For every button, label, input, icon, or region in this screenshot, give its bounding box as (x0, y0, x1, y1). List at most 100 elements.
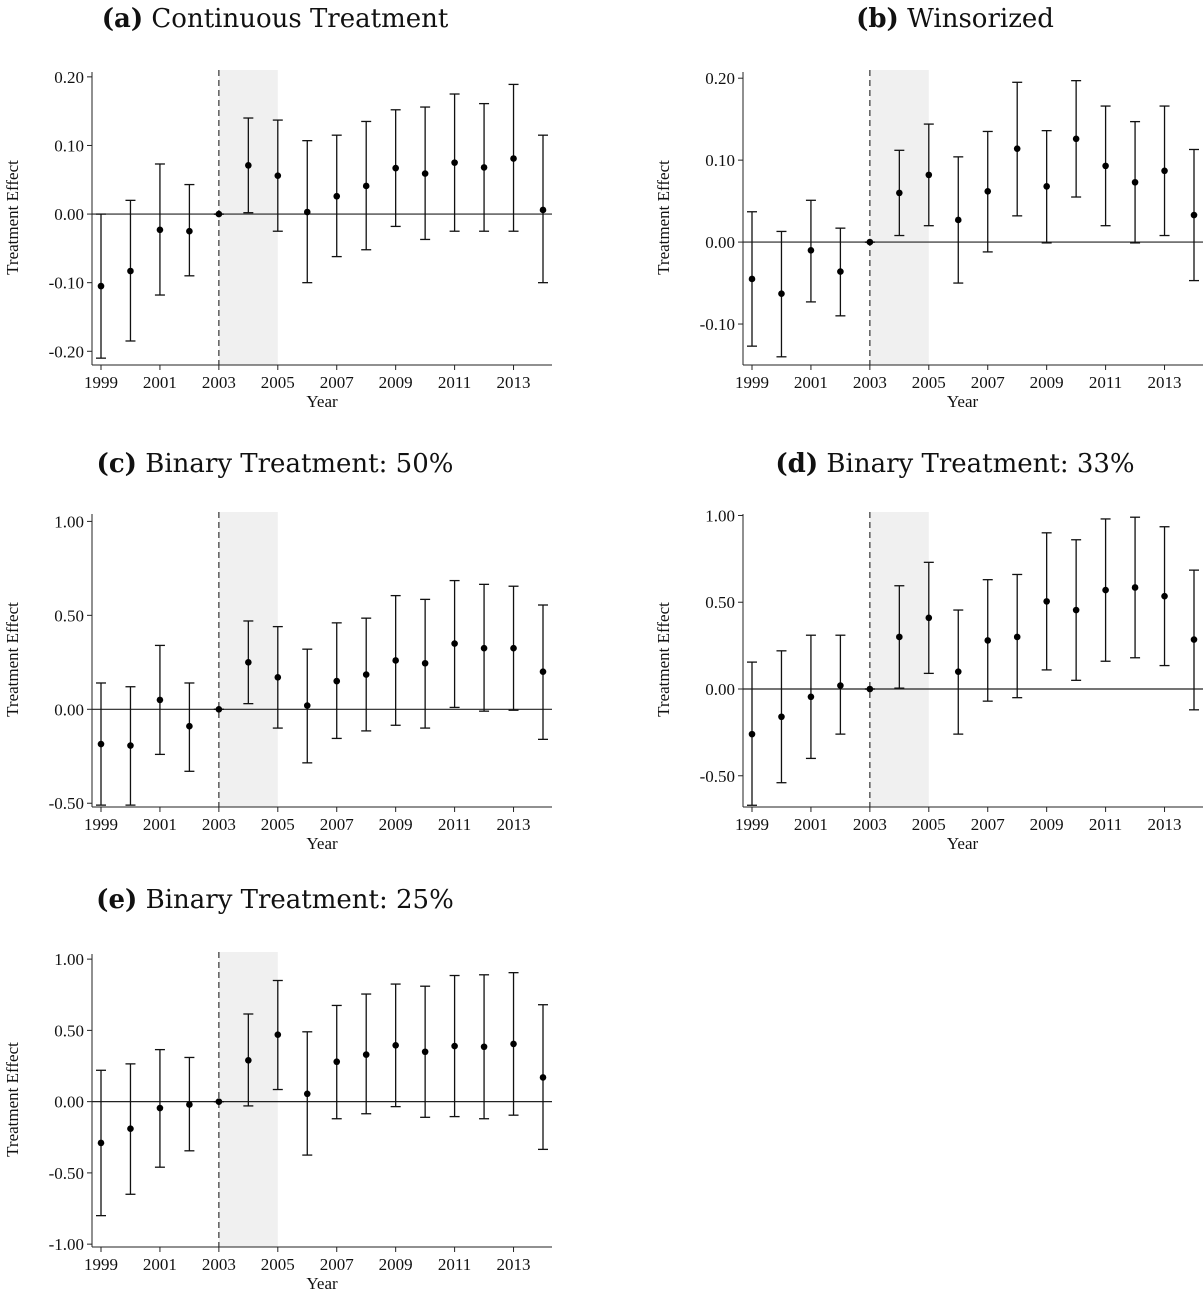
x-axis-title: Year (947, 834, 979, 853)
data-point (274, 674, 282, 681)
data-point (97, 1139, 105, 1147)
y-tick-label: 0.20 (54, 68, 84, 87)
panel-a-title-text: Continuous Treatment (151, 4, 449, 34)
data-point (510, 155, 517, 162)
x-tick-label: 1999 (84, 373, 118, 392)
x-tick-label: 2003 (202, 1255, 236, 1274)
y-axis-title: Treatment Effect (654, 602, 673, 717)
data-point (362, 1051, 370, 1058)
panel-e-label: (e) (96, 885, 138, 915)
data-point (1043, 598, 1050, 605)
panel-c-title-text: Binary Treatment: 50% (145, 449, 454, 479)
x-tick-label: 2011 (1089, 815, 1122, 834)
data-point (984, 637, 992, 644)
x-tick-label: 1999 (84, 815, 118, 834)
x-axis-title: Year (306, 1274, 338, 1293)
panel-a-label: (a) (101, 4, 144, 34)
x-tick-label: 2001 (143, 1255, 177, 1274)
panel-e-title: (e) Binary Treatment: 25% (80, 885, 470, 915)
y-tick-label: 1.00 (705, 506, 735, 525)
data-point (1072, 606, 1080, 614)
panel-d-title: (d) Binary Treatment: 33% (730, 449, 1180, 479)
y-tick-label: -0.50 (700, 767, 735, 786)
data-point (127, 267, 134, 275)
x-tick-label: 2007 (320, 815, 355, 834)
y-axis-title: Treatment Effect (3, 160, 22, 275)
data-point (1131, 584, 1139, 591)
data-point (837, 682, 844, 689)
data-point (1102, 586, 1109, 594)
x-tick-label: 2009 (1030, 373, 1064, 392)
panel-b-title: (b) Winsorized (780, 4, 1130, 34)
data-point (748, 730, 756, 738)
x-tick-label: 2013 (497, 1255, 531, 1274)
x-tick-label: 2009 (1030, 815, 1064, 834)
data-point (186, 1101, 193, 1108)
data-point (362, 671, 370, 678)
panel-b-title-text: Winsorized (907, 4, 1054, 34)
x-tick-label: 2007 (971, 815, 1006, 834)
y-tick-label: 0.00 (705, 233, 735, 252)
y-tick-label: 0.10 (705, 151, 735, 170)
data-point (539, 668, 547, 676)
x-tick-label: 2011 (1089, 373, 1122, 392)
data-point (1190, 211, 1198, 219)
x-axis-title: Year (306, 834, 338, 853)
data-point (954, 668, 962, 675)
x-tick-label: 2005 (261, 373, 295, 392)
data-point (837, 268, 844, 275)
panel-d-label: (d) (775, 449, 819, 479)
y-tick-label: -0.10 (700, 315, 735, 334)
x-tick-label: 2007 (320, 1255, 355, 1274)
panel-a-title: (a) Continuous Treatment (80, 4, 470, 34)
data-point (333, 192, 341, 200)
data-point (333, 677, 341, 685)
x-tick-label: 2009 (379, 373, 413, 392)
y-tick-label: 0.00 (54, 700, 84, 719)
data-point (451, 1042, 458, 1050)
data-point (127, 1125, 134, 1133)
data-point (778, 290, 785, 298)
data-point (1131, 178, 1139, 186)
data-point (866, 685, 874, 693)
panel-c-title: (c) Binary Treatment: 50% (80, 449, 470, 479)
data-point (156, 1104, 164, 1112)
x-tick-label: 2003 (853, 373, 887, 392)
data-point (510, 1040, 517, 1048)
y-tick-label: -0.50 (49, 1164, 84, 1183)
data-point (303, 702, 311, 709)
x-tick-label: 2009 (379, 815, 413, 834)
x-tick-label: 1999 (735, 815, 769, 834)
data-point (303, 1090, 311, 1098)
data-point (392, 164, 399, 172)
panel-b-label: (b) (856, 4, 899, 34)
chart-b: -0.10 0.00 0.10 0.20 1999 2001 2003 2005 2007 200… (654, 69, 1203, 411)
y-axis-title: Treatment Effect (3, 1042, 22, 1157)
chart-d: -0.50 0.00 0.50 1.00 1999 2001 2003 2005 2007 200… (654, 506, 1203, 853)
data-point (896, 633, 903, 641)
y-tick-label: 0.00 (54, 205, 84, 224)
data-point (421, 659, 429, 667)
data-point (156, 696, 164, 704)
data-point (1161, 167, 1168, 175)
data-point (215, 210, 223, 218)
chart-a: -0.20 -0.10 0.00 0.10 0.20 1999 2001 2003 2005 20… (3, 68, 552, 411)
panel-d-title-text: Binary Treatment: 33% (826, 449, 1135, 479)
x-tick-label: 2011 (438, 1255, 471, 1274)
data-point (807, 693, 815, 701)
x-tick-label: 2013 (1148, 373, 1182, 392)
y-tick-label: 0.10 (54, 136, 84, 155)
y-tick-label: 1.00 (54, 950, 84, 969)
x-tick-label: 2013 (1148, 815, 1182, 834)
data-point (215, 705, 223, 713)
y-tick-label: 0.50 (54, 1021, 84, 1040)
data-point (866, 238, 874, 246)
x-tick-label: 2005 (912, 373, 946, 392)
data-point (186, 227, 193, 235)
x-tick-label: 2009 (379, 1255, 413, 1274)
y-tick-label: -1.00 (49, 1235, 84, 1254)
panel-e-title-text: Binary Treatment: 25% (145, 885, 454, 915)
chart-c: -0.50 0.00 0.50 1.00 1999 2001 2003 2005 2007 200… (3, 512, 552, 853)
panel-c-label: (c) (96, 449, 137, 479)
data-point (97, 740, 105, 748)
